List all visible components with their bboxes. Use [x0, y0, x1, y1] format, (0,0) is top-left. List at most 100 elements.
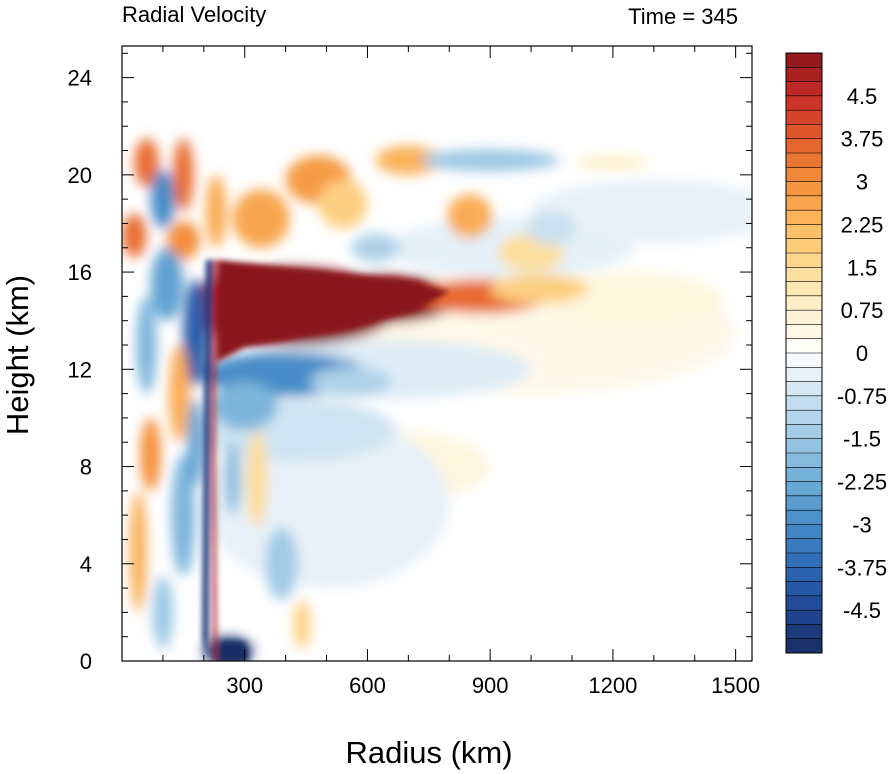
colorbar-segment — [786, 281, 822, 297]
outflow-band — [447, 194, 493, 239]
weak-outflow-region — [543, 272, 724, 331]
outflow-band — [318, 179, 368, 229]
colorbar-segment — [786, 124, 822, 140]
colorbar-segment — [786, 495, 822, 511]
eyewall-outflow-edge — [212, 259, 217, 661]
colorbar-segment — [786, 567, 822, 583]
outflow-jet-core — [216, 259, 450, 362]
colorbar-segment — [786, 481, 822, 497]
colorbar-label: 0 — [856, 341, 868, 366]
colorbar-label: -1.5 — [843, 427, 881, 452]
axis-ticks — [122, 46, 752, 662]
colorbar-segment — [786, 195, 822, 211]
inner-core-band — [173, 138, 194, 212]
colorbar-segment — [786, 138, 822, 154]
eyewall-inflow-edge — [202, 259, 213, 657]
colorbar-label: 3.75 — [841, 127, 884, 152]
y-tick-label: 8 — [80, 455, 92, 480]
plot-frame — [121, 45, 753, 662]
inner-core-band — [224, 442, 241, 516]
inner-core-band — [150, 247, 184, 321]
colorbar-segment — [786, 53, 822, 68]
y-tick-labels: 0 4 8 12 16 20 24 — [68, 66, 92, 674]
inflow-band — [420, 149, 560, 172]
inner-core-band — [140, 417, 161, 491]
y-tick-label: 16 — [68, 260, 92, 285]
y-tick-label: 0 — [80, 649, 92, 674]
inner-core-band — [150, 169, 176, 229]
boundary-layer-inflow — [216, 641, 249, 661]
colorbar-segment — [786, 595, 822, 611]
colorbar-segment — [786, 238, 822, 254]
colorbar-segment — [786, 524, 822, 540]
colorbar-segment — [786, 624, 822, 640]
colorbar-segment — [786, 610, 822, 625]
x-tick-label: 600 — [349, 673, 386, 698]
y-tick-label: 4 — [80, 552, 92, 577]
inner-core-band — [171, 454, 196, 576]
colorbar-segment — [786, 310, 822, 325]
inner-core-band — [122, 213, 147, 258]
colorbar-frame — [785, 52, 823, 654]
colorbar-segment — [786, 210, 822, 225]
inflow-band — [351, 233, 401, 263]
x-tick-labels: 300 600 900 1200 1500 — [226, 673, 760, 698]
x-tick-label: 1500 — [711, 673, 760, 698]
colorbar-segment — [786, 424, 822, 440]
inner-core-band — [167, 221, 200, 260]
colorbar-segment — [786, 438, 822, 454]
x-tick-label: 900 — [472, 673, 509, 698]
colorbar-segment — [786, 295, 822, 311]
inner-core-band — [183, 279, 208, 387]
colorbar-segment — [786, 381, 822, 397]
colorbar-label: -2.25 — [837, 470, 887, 495]
colorbar-label: 2.25 — [841, 212, 884, 237]
colorbar-segment — [786, 253, 822, 268]
y-tick-label: 24 — [68, 66, 92, 91]
colorbar-label: 0.75 — [841, 298, 884, 323]
inner-core-band — [293, 600, 311, 649]
chart-subtitle: Time = 345 — [628, 4, 738, 29]
colorbar-label: 3 — [856, 170, 868, 195]
inner-core-band — [169, 344, 190, 443]
chart-title: Radial Velocity — [122, 2, 266, 27]
colorbar-segment — [786, 267, 822, 283]
colorbar-segment — [786, 81, 822, 97]
colorbar-labels: 4.5 3.75 3 2.25 1.5 0.75 0 -0.75 -1.5 -2.25 -3 -3.7… — [837, 84, 887, 623]
colorbar-segment — [786, 153, 822, 168]
x-tick-label: 1200 — [588, 673, 637, 698]
x-tick-label: 300 — [226, 673, 263, 698]
colorbar-segment — [786, 353, 822, 368]
colorbar-label: -4.5 — [843, 598, 881, 623]
inner-core-band — [134, 138, 159, 187]
colorbar-segment — [786, 338, 822, 354]
colorbar-segment — [786, 581, 822, 597]
outflow-band — [232, 189, 290, 248]
colorbar-segment — [786, 538, 822, 554]
outflow-band — [375, 145, 442, 175]
mid-level-inflow — [212, 381, 278, 431]
field-anomalies — [122, 138, 752, 661]
colorbar-segment — [786, 638, 822, 654]
inner-core-band — [187, 398, 204, 486]
velocity-field — [122, 46, 752, 661]
colorbar — [786, 53, 822, 654]
colorbar-segment — [786, 181, 822, 197]
y-tick-label: 12 — [68, 357, 92, 382]
colorbar-label: 1.5 — [847, 255, 878, 280]
colorbar-label: -3.75 — [837, 555, 887, 580]
colorbar-segment — [786, 67, 822, 83]
colorbar-label: 4.5 — [847, 84, 878, 109]
outflow-band — [576, 155, 650, 170]
colorbar-segment — [786, 167, 822, 183]
colorbar-segment — [786, 367, 822, 383]
sharp-features — [202, 259, 450, 661]
y-axis-label: Height (km) — [0, 275, 35, 435]
x-axis-label: Radius (km) — [345, 735, 512, 770]
inner-core-band — [152, 575, 174, 649]
inner-core-band — [265, 527, 298, 601]
colorbar-label: -3 — [852, 512, 872, 537]
colorbar-label: -0.75 — [837, 384, 887, 409]
colorbar-segment — [786, 453, 822, 468]
